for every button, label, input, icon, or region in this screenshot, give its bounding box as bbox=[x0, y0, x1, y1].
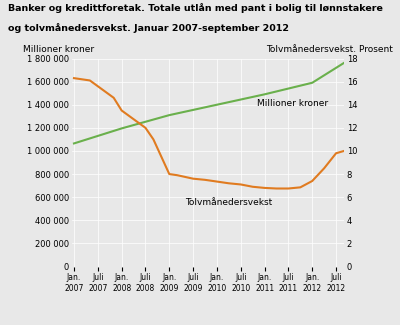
Text: Millioner kroner: Millioner kroner bbox=[23, 46, 94, 54]
Text: Millioner kroner: Millioner kroner bbox=[257, 99, 328, 108]
Text: Tolvmånedersvekst: Tolvmånedersvekst bbox=[185, 198, 272, 207]
Text: og tolvmånedersvekst. Januar 2007-september 2012: og tolvmånedersvekst. Januar 2007-septem… bbox=[8, 23, 289, 33]
Text: Tolvmånedersvekst. Prosent: Tolvmånedersvekst. Prosent bbox=[266, 46, 393, 54]
Text: Banker og kredittforetak. Totale utlån med pant i bolig til lønnstakere: Banker og kredittforetak. Totale utlån m… bbox=[8, 3, 383, 13]
